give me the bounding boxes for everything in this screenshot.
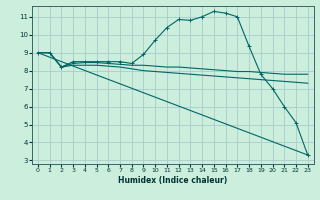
X-axis label: Humidex (Indice chaleur): Humidex (Indice chaleur) (118, 176, 228, 185)
